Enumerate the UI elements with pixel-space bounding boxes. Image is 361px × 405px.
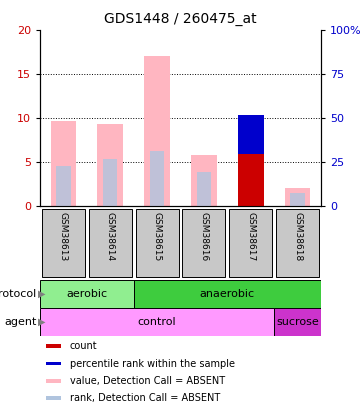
Bar xyxy=(42,209,85,277)
Bar xyxy=(45,344,61,348)
Bar xyxy=(238,115,264,154)
Text: GSM38616: GSM38616 xyxy=(199,212,208,261)
Bar xyxy=(45,396,61,400)
Bar xyxy=(135,209,179,277)
Text: agent: agent xyxy=(4,317,36,327)
Text: protocol: protocol xyxy=(0,289,36,299)
Bar xyxy=(150,151,164,206)
Text: control: control xyxy=(138,317,177,327)
Bar xyxy=(40,308,274,336)
Bar xyxy=(182,209,226,277)
Text: sucrose: sucrose xyxy=(276,317,319,327)
Bar xyxy=(276,209,319,277)
Text: value, Detection Call = ABSENT: value, Detection Call = ABSENT xyxy=(70,376,225,386)
Text: ▶: ▶ xyxy=(38,289,46,299)
Bar xyxy=(103,159,117,206)
Bar xyxy=(40,280,134,308)
Bar xyxy=(97,124,123,206)
Bar xyxy=(51,121,76,206)
Bar xyxy=(56,166,70,206)
Bar xyxy=(191,155,217,206)
Bar xyxy=(89,209,132,277)
Text: GSM38615: GSM38615 xyxy=(153,212,162,261)
Text: aerobic: aerobic xyxy=(66,289,107,299)
Bar xyxy=(229,209,272,277)
Text: anaerobic: anaerobic xyxy=(200,289,255,299)
Text: GSM38613: GSM38613 xyxy=(59,212,68,261)
Text: rank, Detection Call = ABSENT: rank, Detection Call = ABSENT xyxy=(70,393,220,403)
Text: count: count xyxy=(70,341,97,352)
Bar xyxy=(197,172,211,206)
Bar xyxy=(45,362,61,365)
Text: GDS1448 / 260475_at: GDS1448 / 260475_at xyxy=(104,12,257,26)
Bar xyxy=(45,379,61,383)
Bar xyxy=(144,56,170,206)
Text: GSM38617: GSM38617 xyxy=(246,212,255,261)
Bar xyxy=(285,188,310,206)
Text: percentile rank within the sample: percentile rank within the sample xyxy=(70,358,235,369)
Bar xyxy=(134,280,321,308)
Text: GSM38614: GSM38614 xyxy=(106,212,115,261)
Text: ▶: ▶ xyxy=(38,317,46,327)
Text: GSM38618: GSM38618 xyxy=(293,212,302,261)
Bar xyxy=(238,154,264,206)
Bar xyxy=(274,308,321,336)
Bar xyxy=(291,193,305,206)
